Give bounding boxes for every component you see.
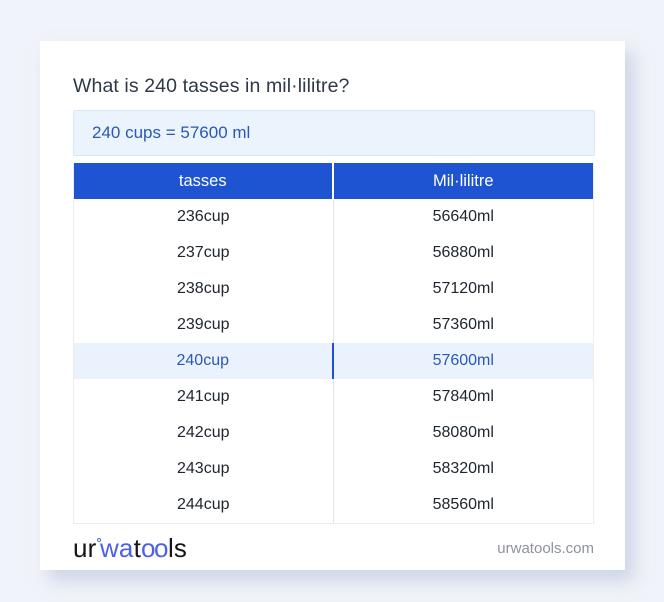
conversion-table-header: tasses Mil·lilitre	[74, 163, 593, 199]
site-url: urwatools.com	[497, 539, 594, 557]
table-row: 242cup 58080ml	[74, 415, 593, 451]
logo-segment: wa	[99, 532, 134, 563]
column-header-tasses: tasses	[74, 163, 334, 199]
millilitre-value: 56880ml	[432, 244, 494, 261]
tasses-value: 240cup	[74, 343, 334, 379]
tasses-value: 244cup	[74, 487, 334, 523]
logo-segment: t	[133, 532, 142, 563]
conversion-table-body: 236cup 56640ml 237cup 56880ml 238cup 57120ml 2…	[74, 199, 593, 523]
column-header-millilitre: Mil·lilitre	[433, 171, 494, 190]
table-row: 236cup 56640ml	[74, 199, 593, 235]
table-row: 237cup 56880ml	[74, 235, 593, 271]
conversion-table: tasses Mil·lilitre 236cup 56640ml 237cup 56…	[73, 163, 594, 524]
millilitre-value: 58080ml	[432, 424, 494, 441]
logo-segment: ur	[73, 532, 97, 563]
millilitre-value: 57840ml	[432, 388, 494, 405]
table-row-highlighted: 240cup 57600ml	[74, 343, 593, 379]
table-row: 241cup 57840ml	[74, 379, 593, 415]
tasses-value: 238cup	[74, 271, 334, 307]
footer: ur°watools urwatools.com	[73, 525, 594, 571]
logo-segment: ls	[167, 532, 188, 563]
urwatools-logo: ur°watools	[73, 533, 187, 564]
table-row: 238cup 57120ml	[74, 271, 593, 307]
converter-card: What is 240 tasses in mil·lilitre? 240 c…	[40, 41, 625, 570]
tasses-value: 236cup	[74, 199, 334, 235]
millilitre-value: 57120ml	[432, 280, 494, 297]
conversion-result-banner: 240 cups = 57600 ml	[73, 110, 595, 156]
tasses-value: 241cup	[74, 379, 334, 415]
millilitre-value: 57600ml	[432, 352, 494, 369]
tasses-value: 242cup	[74, 415, 334, 451]
conversion-result-text: 240 cups = 57600 ml	[92, 123, 251, 142]
tasses-value: 237cup	[74, 235, 334, 271]
table-row: 239cup 57360ml	[74, 307, 593, 343]
tasses-value: 239cup	[74, 307, 334, 343]
logo-segment: oo	[141, 532, 168, 563]
millilitre-value: 58320ml	[432, 460, 494, 477]
tasses-value: 243cup	[74, 451, 334, 487]
table-row: 244cup 58560ml	[74, 487, 593, 523]
millilitre-value: 57360ml	[432, 316, 494, 333]
table-row: 243cup 58320ml	[74, 451, 593, 487]
page-title: What is 240 tasses in mil·lilitre?	[73, 75, 350, 97]
logo-ring-icon: °	[96, 534, 102, 550]
millilitre-value: 56640ml	[432, 208, 494, 225]
millilitre-value: 58560ml	[432, 496, 494, 513]
